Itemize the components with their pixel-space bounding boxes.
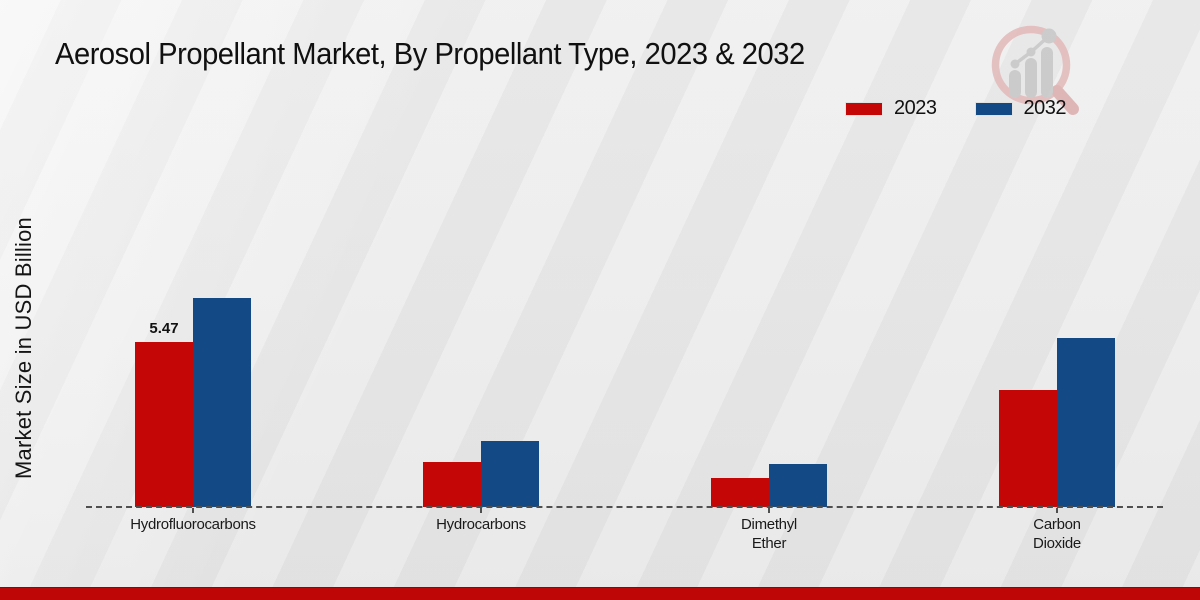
bar-2023-hydrofluorocarbons <box>135 342 193 507</box>
x-axis-tick <box>480 508 482 513</box>
bar-value-label: 5.47 <box>149 320 179 337</box>
x-axis-tick <box>768 508 770 513</box>
legend-label-2023: 2023 <box>894 97 937 119</box>
logo-bar-small <box>1009 70 1021 98</box>
logo-trend-dot <box>1026 47 1036 57</box>
footer-accent-bar <box>0 587 1200 600</box>
legend-label-2032: 2032 <box>1023 97 1067 119</box>
x-axis-label-dimethyl-ether: Dimethyl Ether <box>741 516 797 553</box>
chart-title: Aerosol Propellant Market, By Propellant… <box>55 36 805 71</box>
legend-swatch-2032 <box>974 101 1013 116</box>
logo-bar-medium <box>1025 58 1037 98</box>
bar-2023-hydrocarbons <box>423 462 481 507</box>
bar-2032-dimethyl-ether <box>769 464 827 507</box>
legend-item-2032: 2032 <box>974 97 1067 120</box>
logo-trend-dot <box>1010 59 1020 69</box>
x-axis-tick <box>1056 508 1058 513</box>
x-axis-label-carbon-dioxide: Carbon Dioxide <box>1033 516 1081 553</box>
bar-2023-carbon-dioxide <box>999 390 1057 507</box>
bar-2023-dimethyl-ether <box>711 478 769 507</box>
bar-2032-carbon-dioxide <box>1057 338 1115 507</box>
legend-swatch-2023 <box>845 101 883 116</box>
legend: 2023 2032 <box>845 97 1066 120</box>
legend-item-2023: 2023 <box>845 97 937 120</box>
bar-2032-hydrocarbons <box>481 441 539 507</box>
logo-trend-dot <box>1041 28 1057 44</box>
magnifier-lens-icon <box>991 25 1071 105</box>
logo-bar-large <box>1041 47 1053 98</box>
bar-2032-hydrofluorocarbons <box>193 298 251 507</box>
x-axis-baseline <box>86 506 1163 508</box>
x-axis-tick <box>192 508 194 513</box>
magnifier-handle-icon <box>1051 85 1079 115</box>
x-axis-label-hydrofluorocarbons: Hydrofluorocarbons <box>130 516 256 533</box>
magnifier-bar-chart-logo <box>991 25 1079 115</box>
x-axis-label-hydrocarbons: Hydrocarbons <box>436 516 526 533</box>
